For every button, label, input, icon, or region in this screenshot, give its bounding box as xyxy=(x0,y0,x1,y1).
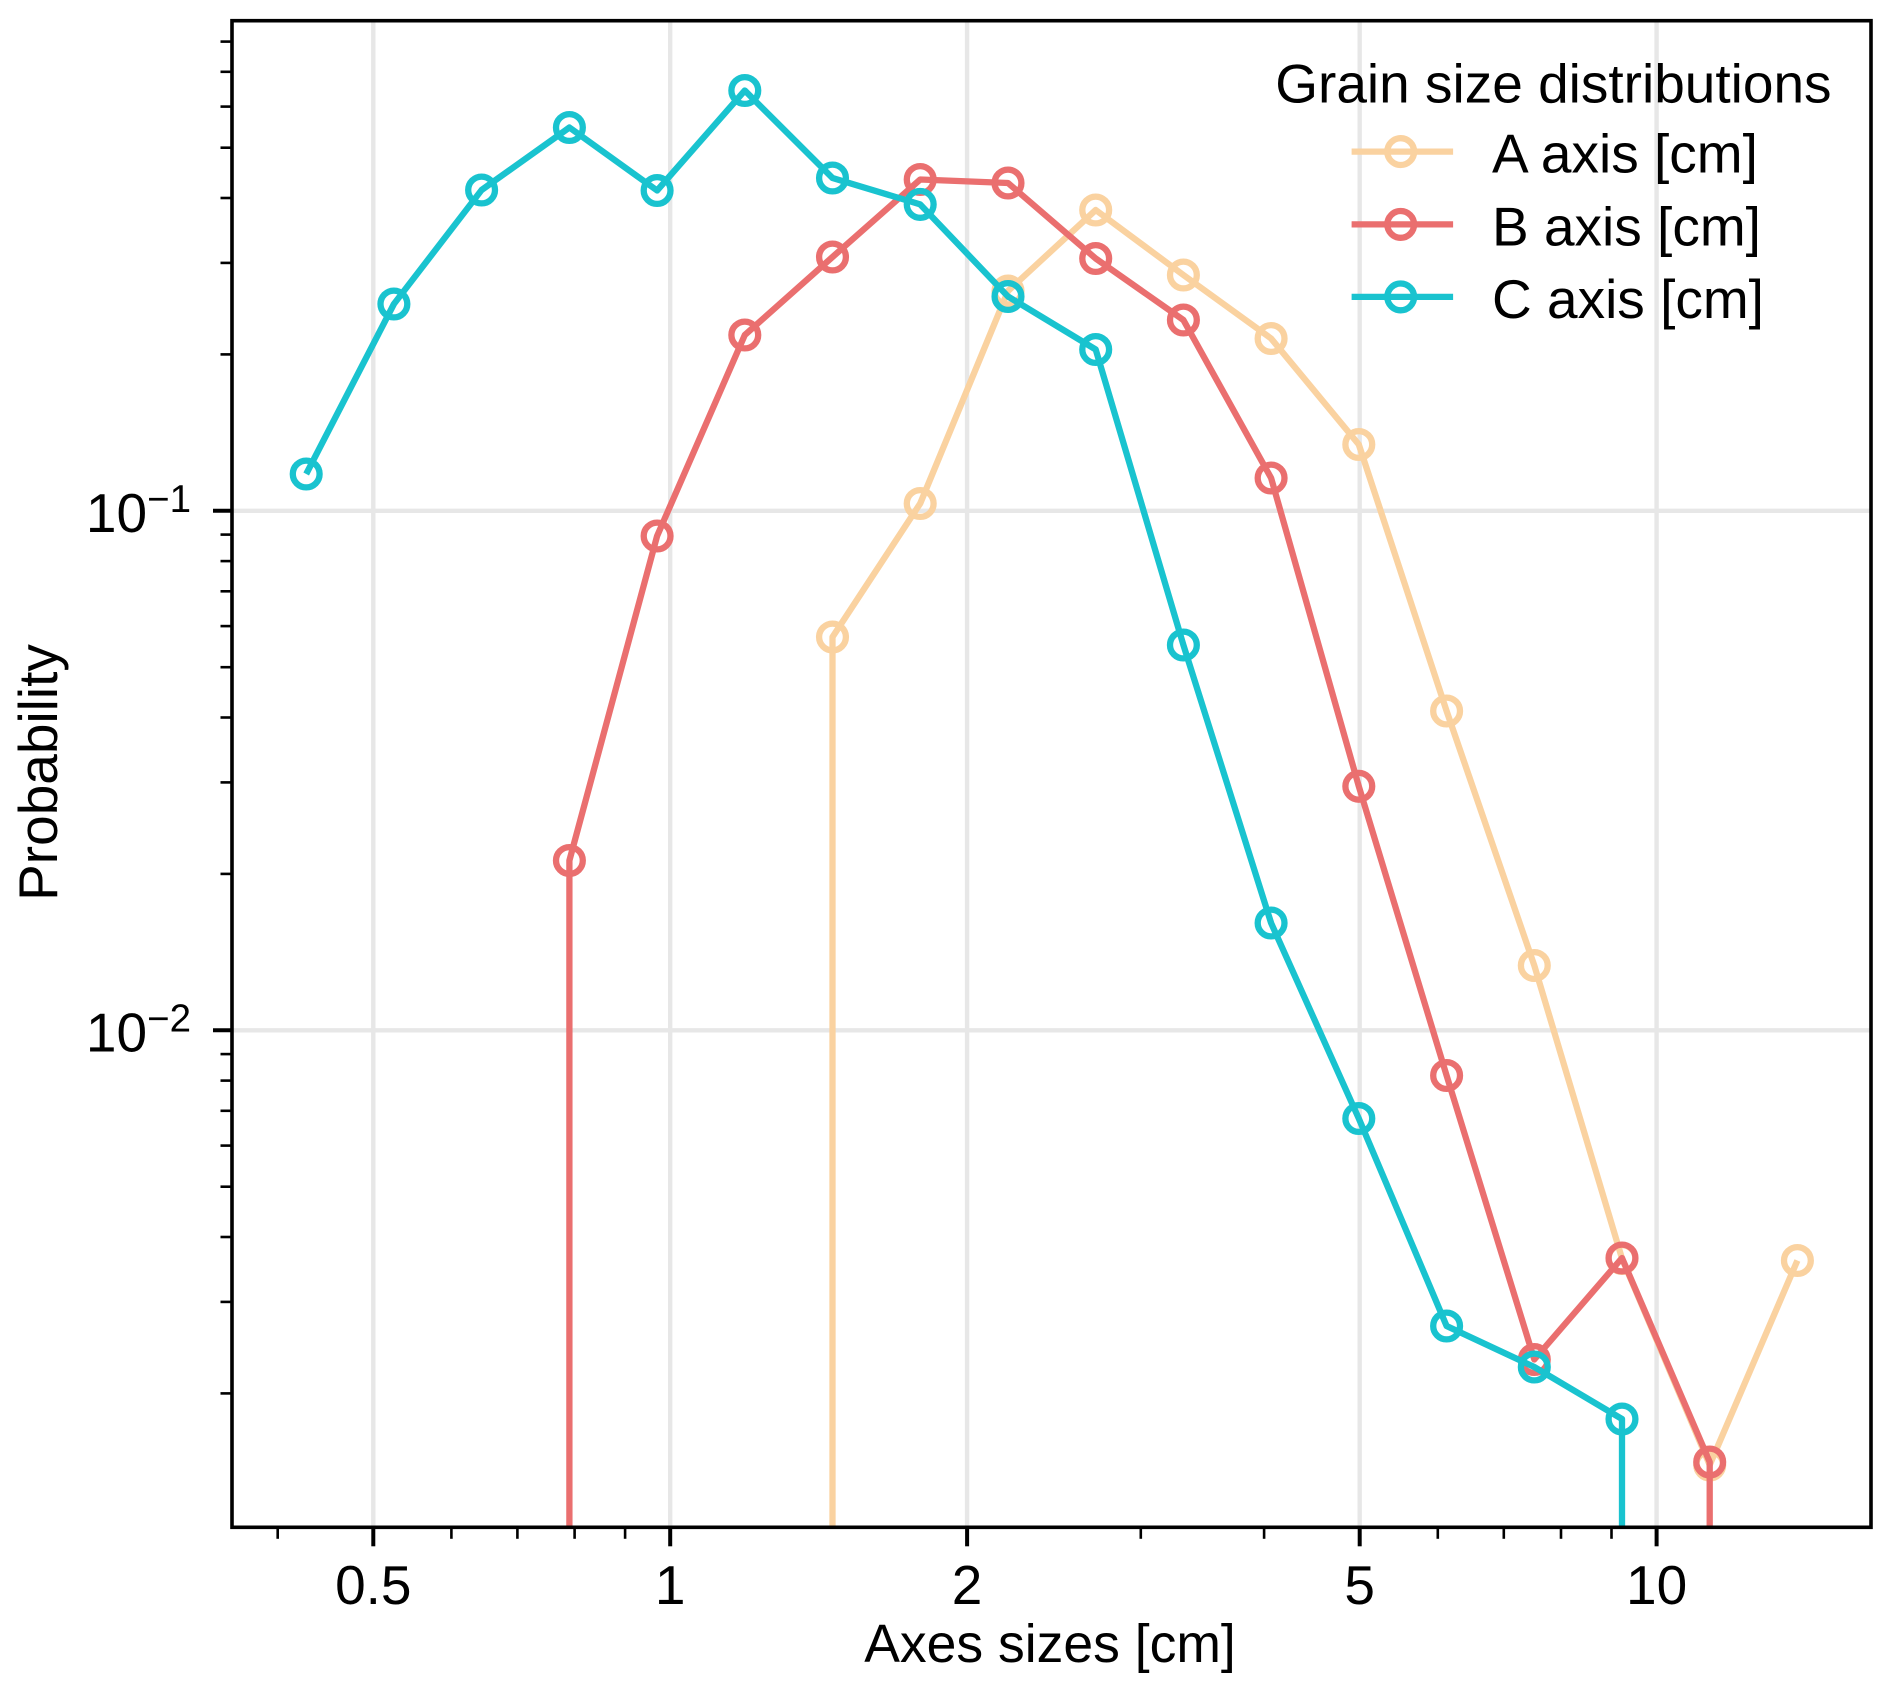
svg-text:2: 2 xyxy=(952,1554,983,1616)
svg-text:0.5: 0.5 xyxy=(335,1554,411,1616)
svg-text:B axis [cm]: B axis [cm] xyxy=(1492,195,1761,257)
svg-text:Grain size distributions: Grain size distributions xyxy=(1275,53,1831,115)
svg-text:5: 5 xyxy=(1344,1554,1375,1616)
svg-text:C axis [cm]: C axis [cm] xyxy=(1492,268,1764,330)
svg-text:1: 1 xyxy=(655,1554,686,1616)
svg-text:Axes sizes [cm]: Axes sizes [cm] xyxy=(864,1615,1236,1674)
svg-text:Probability: Probability xyxy=(7,644,69,901)
svg-text:10: 10 xyxy=(1626,1554,1687,1616)
svg-text:10−1: 10−1 xyxy=(86,478,191,544)
svg-text:A axis [cm]: A axis [cm] xyxy=(1492,123,1758,185)
